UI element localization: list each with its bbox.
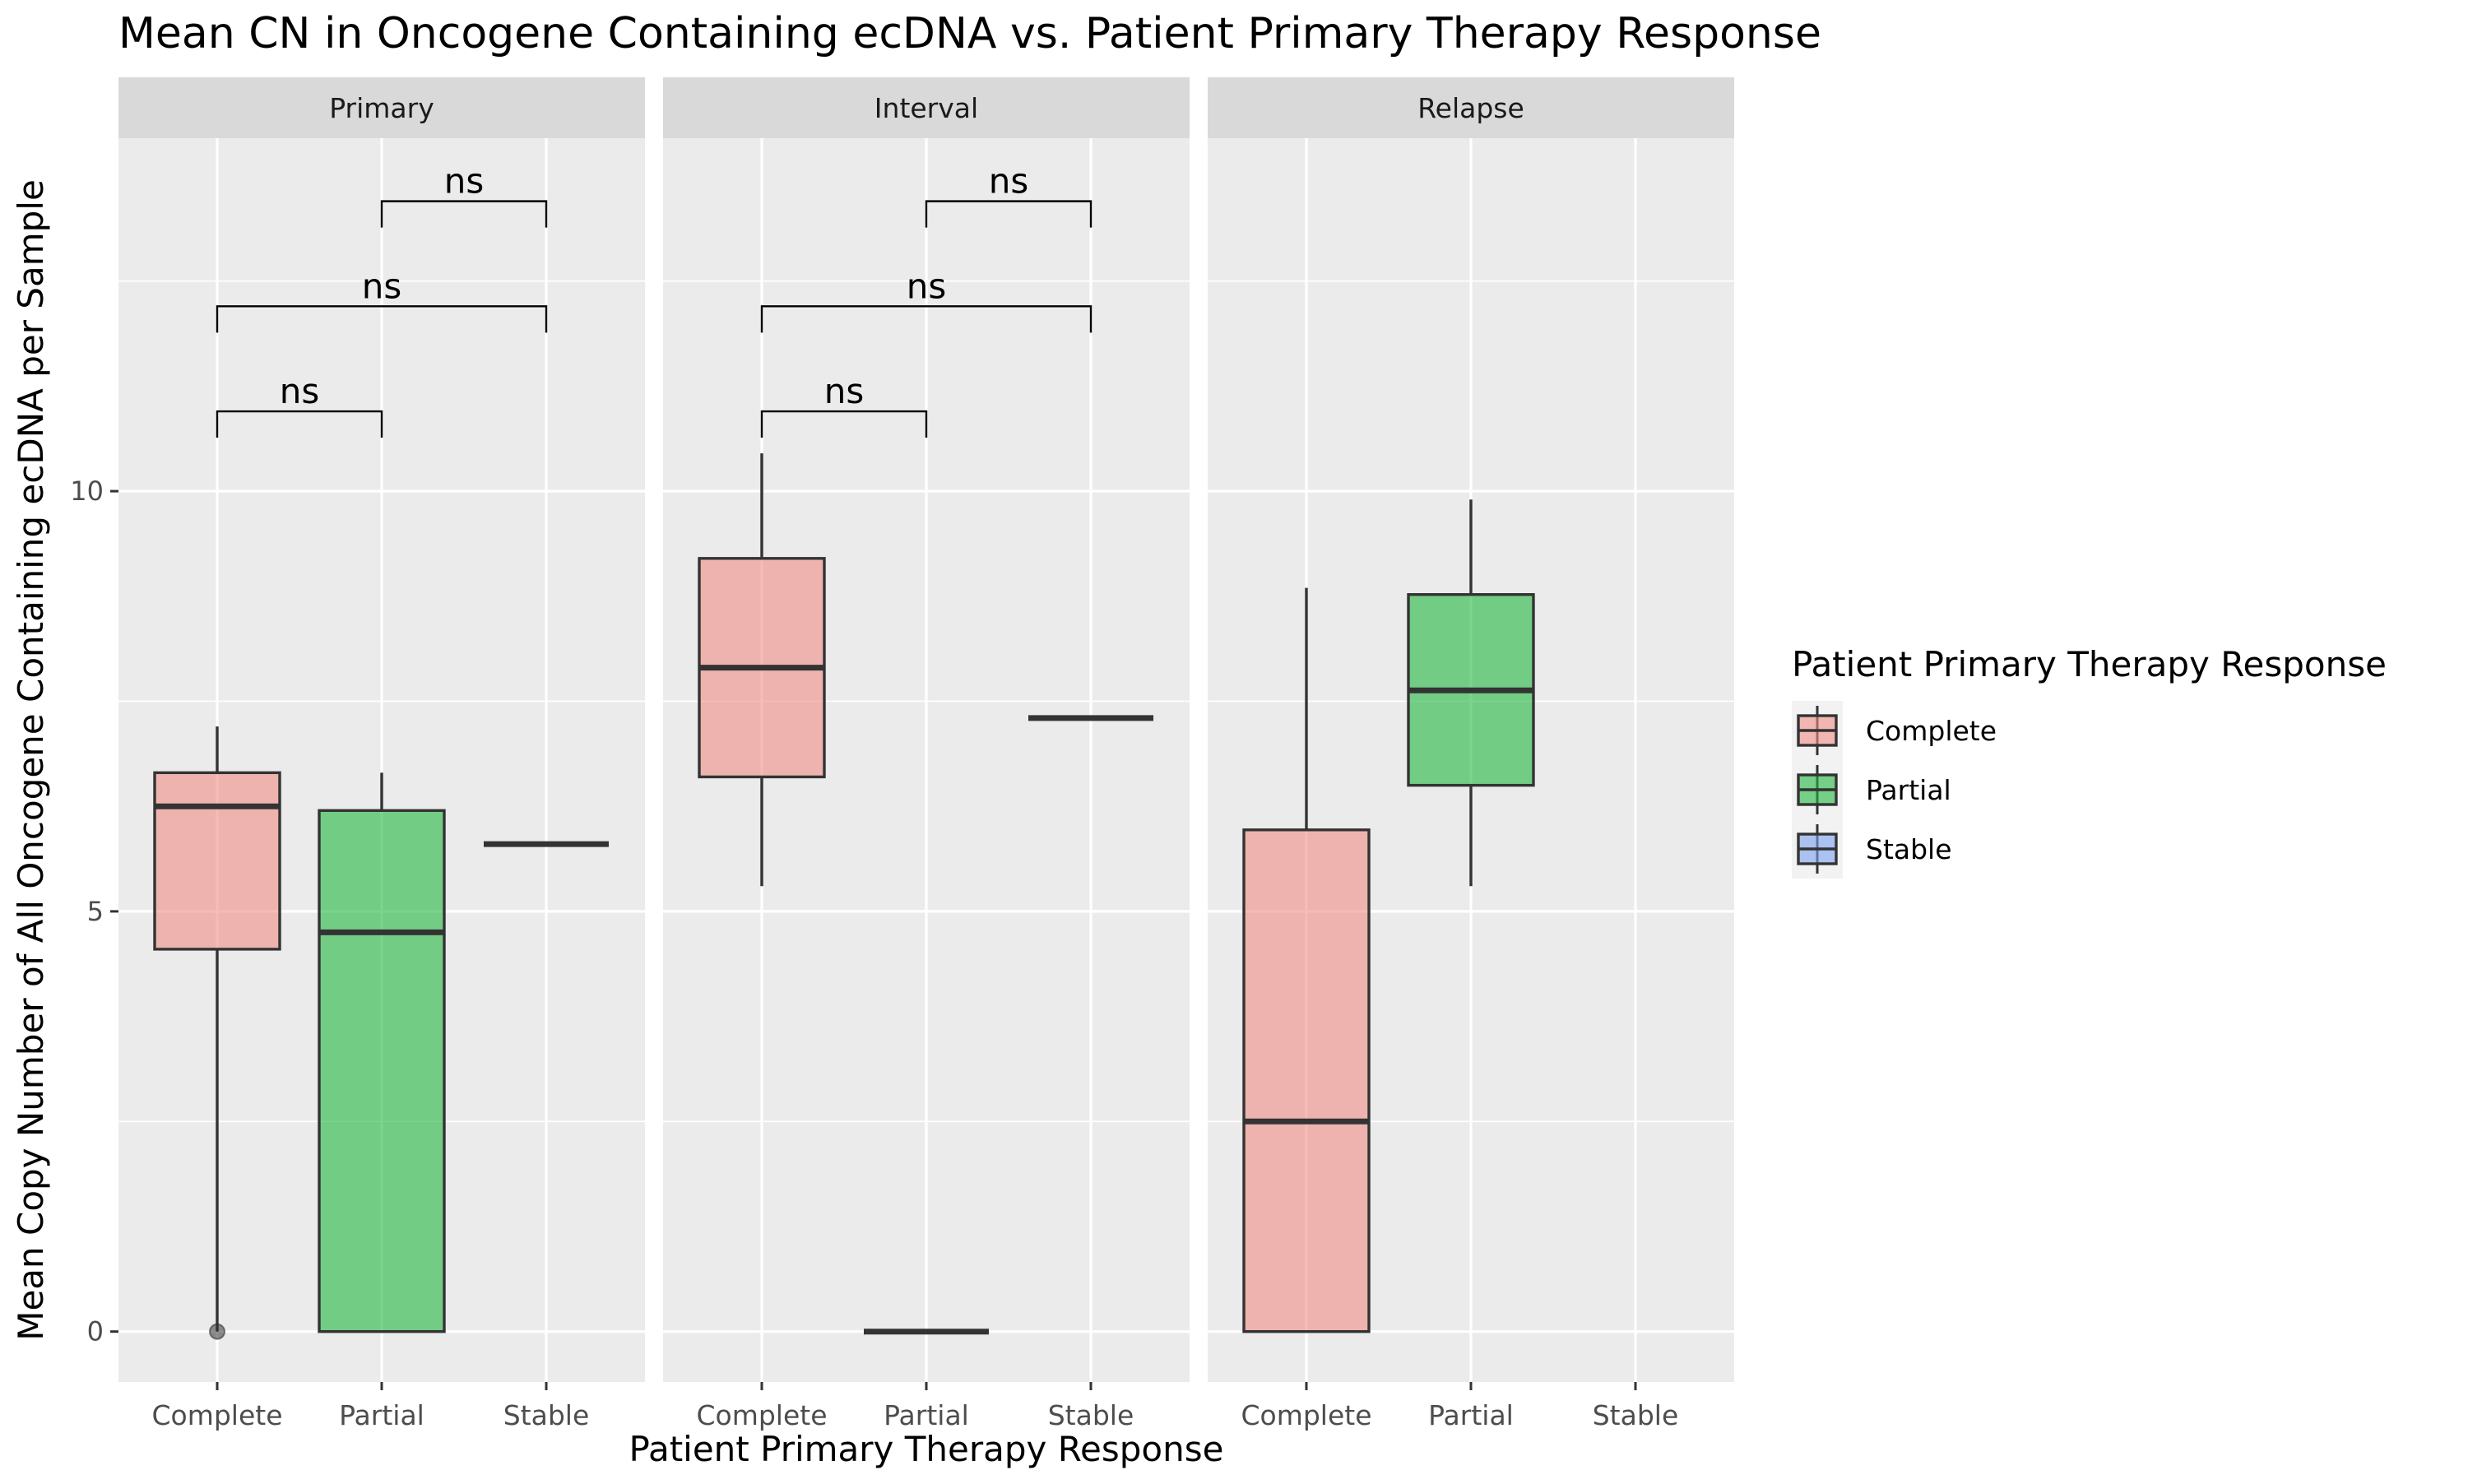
legend-label: Complete [1866,715,1997,747]
y-axis-label: Mean Copy Number of All Oncogene Contain… [11,179,51,1341]
comparison-bracket [760,305,1093,333]
comparison-label: ns [280,371,320,411]
x-tick-label: Partial [884,1399,969,1431]
y-tick-label: 5 [87,896,104,927]
comparison-label: ns [362,266,402,306]
comparison-label: ns [824,371,865,411]
x-tick-label: Stable [1048,1399,1134,1431]
x-axis-label: Patient Primary Therapy Response [629,1429,1224,1469]
facet-label: Primary [329,92,434,124]
facet-label: Interval [874,92,978,124]
facet-strip [118,77,645,138]
box-complete [153,771,281,951]
x-tick-label: Partial [1428,1399,1514,1431]
y-tick-label: 10 [70,475,104,507]
box-partial [318,809,446,1333]
comparison-bracket [380,200,548,228]
comparison-bracket [216,410,383,438]
legend-title: Patient Primary Therapy Response [1792,644,2387,684]
comparison-bracket [760,410,928,438]
x-tick-label: Stable [1593,1399,1679,1431]
legend-label: Stable [1866,833,1952,865]
x-tick-label: Complete [1241,1399,1371,1431]
chart-title: Mean CN in Oncogene Containing ecDNA vs.… [118,9,1821,58]
comparison-bracket [925,200,1093,228]
x-tick-label: Complete [151,1399,282,1431]
facet-label: Relapse [1417,92,1524,124]
facet-strip [663,77,1190,138]
x-tick-label: Partial [339,1399,424,1431]
comparison-label: ns [444,161,485,202]
x-tick-label: Complete [696,1399,827,1431]
outlier-point [209,1323,225,1340]
legend-label: Partial [1866,774,1951,806]
y-tick-label: 0 [87,1316,104,1347]
x-tick-label: Stable [503,1399,590,1431]
box-complete [1242,828,1371,1333]
facet-strip [1208,77,1734,138]
comparison-label: ns [989,161,1029,202]
comparison-label: ns [907,266,947,306]
comparison-bracket [216,305,548,333]
